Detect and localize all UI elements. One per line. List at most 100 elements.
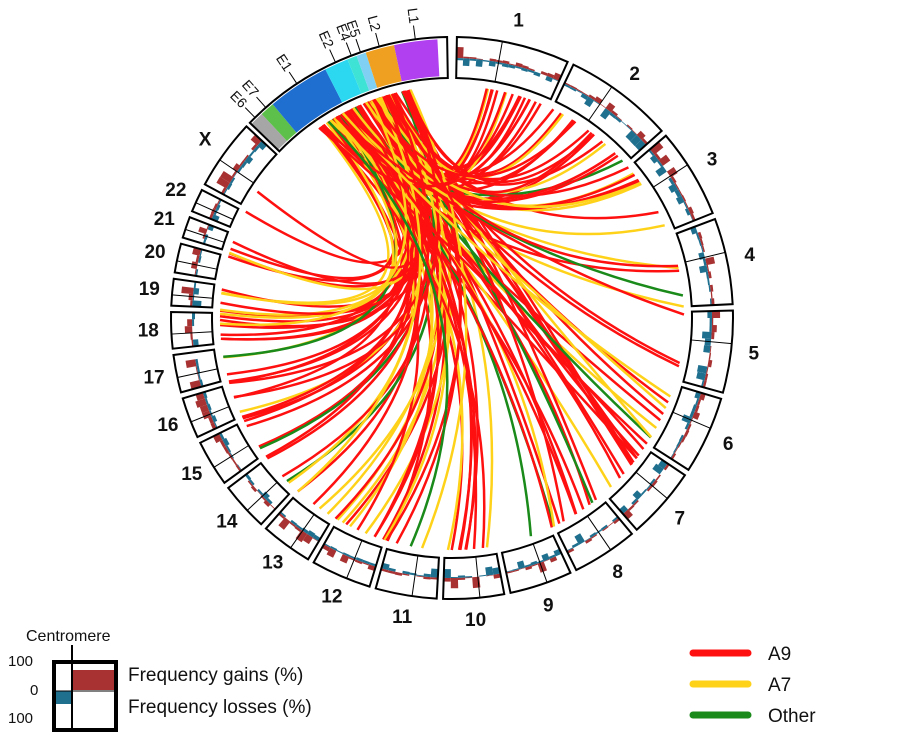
gain-track (670, 176, 677, 184)
chromosome-box (172, 348, 222, 394)
chromosome-label: 13 (262, 553, 283, 574)
gain-track (197, 373, 200, 381)
gain-track (247, 480, 254, 487)
gain-track (655, 474, 661, 481)
chromosome: 3 (633, 134, 717, 230)
loss-track (601, 524, 608, 531)
loss-track (342, 552, 350, 557)
gain-track (684, 201, 689, 209)
loss-track (240, 160, 248, 169)
loss-track (516, 560, 526, 570)
loss-track (708, 285, 711, 292)
loss-track (237, 166, 243, 173)
viral-gene (272, 69, 343, 133)
gain-track (674, 447, 679, 454)
gain-track (576, 88, 584, 94)
chromosome-label: 14 (216, 511, 238, 532)
loss-track (457, 575, 466, 578)
gain-track (243, 154, 249, 161)
gain-track (206, 224, 210, 230)
loss-track (261, 491, 270, 500)
centromere (195, 202, 234, 220)
chromosome-box (170, 311, 215, 350)
loss-track (632, 490, 643, 501)
gain-track (508, 63, 516, 66)
chromosome: 11 (374, 547, 440, 628)
gain-track (694, 405, 700, 413)
chromosome-label: 4 (744, 245, 755, 266)
gain-track (651, 479, 658, 487)
gain-track (658, 154, 671, 166)
loss-track (244, 155, 254, 165)
chromosome-label: 2 (629, 64, 640, 85)
gain-track (367, 564, 376, 571)
loss-track (552, 78, 560, 82)
chromosome-label: 11 (392, 607, 413, 628)
gain-track (201, 410, 212, 420)
gain-track (632, 500, 639, 506)
loss-track (450, 576, 458, 579)
loss-track (475, 59, 483, 67)
gain-track (566, 548, 575, 554)
chromosome-label: 15 (181, 464, 203, 485)
centromere (672, 411, 711, 429)
link (266, 93, 430, 460)
gain-track (450, 577, 459, 589)
loss-track (709, 324, 712, 333)
viral-leader (345, 42, 352, 56)
gain-track (670, 452, 677, 460)
gain-track (515, 62, 523, 68)
loss-track (443, 569, 451, 578)
loss-track (362, 559, 370, 565)
centromere (685, 251, 726, 263)
link (335, 116, 685, 316)
loss-track (684, 422, 690, 430)
gain-track (256, 490, 262, 496)
viral-gene (347, 55, 370, 94)
gain-track (683, 429, 690, 437)
loss-track (668, 177, 675, 185)
chromosome: 1 (455, 10, 569, 101)
centromere (176, 260, 218, 270)
viral-leader (256, 96, 267, 108)
loss-track (199, 249, 203, 257)
gain-track (220, 170, 234, 183)
chromosome-label: 8 (612, 562, 623, 583)
gain-track (690, 213, 696, 221)
gain-track (250, 134, 262, 146)
viral-box (248, 36, 449, 153)
loss-track (589, 532, 597, 538)
chromosome: 21 (154, 209, 230, 251)
centromere (690, 339, 732, 345)
loss-track (206, 403, 212, 411)
viral-label: E2 (316, 28, 338, 50)
chromosome-box (181, 385, 236, 439)
link (386, 94, 565, 522)
gain-track (540, 70, 548, 76)
centromere (185, 228, 225, 243)
chromosome-box (682, 309, 734, 394)
link (246, 89, 440, 428)
loss-swatch (54, 691, 71, 704)
legend-label: A9 (768, 644, 791, 665)
gain-track (185, 359, 197, 369)
loss-track (548, 554, 556, 559)
chromosome: 15 (181, 423, 260, 485)
loss-track (584, 96, 595, 108)
gain-track (588, 94, 596, 101)
loss-track (279, 511, 287, 518)
loss-track (625, 130, 637, 142)
scale-label: 0 (30, 682, 38, 699)
gain-track (213, 203, 219, 210)
chromosome: 19 (139, 277, 216, 309)
gain-swatch (72, 670, 114, 690)
link (256, 95, 424, 269)
scale-label: 100 (8, 653, 33, 670)
chromosome: 18 (138, 311, 215, 350)
loss-track (197, 372, 201, 380)
loss-track (696, 364, 708, 374)
loss-track (456, 58, 464, 61)
link (371, 99, 679, 268)
key-box (52, 660, 118, 732)
chromosome-label: 10 (465, 610, 486, 631)
